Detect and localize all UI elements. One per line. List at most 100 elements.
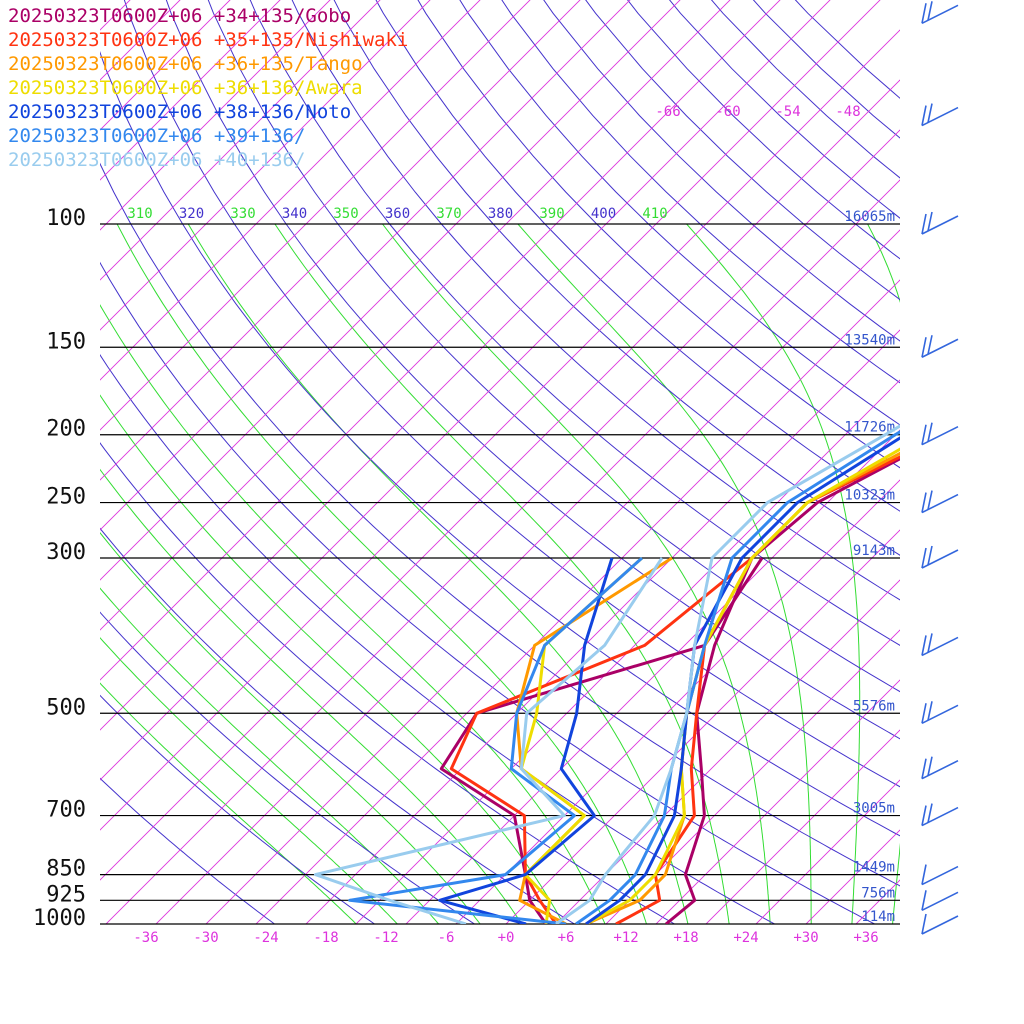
x-tick-label: -30: [193, 930, 218, 946]
x-tick-label: +0: [498, 930, 515, 946]
isotherm-line: [100, 0, 531, 431]
wind-barb-flag: [927, 1, 933, 21]
x-tick-label: +6: [558, 930, 575, 946]
height-label: 9143m: [853, 543, 895, 559]
wind-barb: [921, 891, 959, 912]
height-label: 114m: [861, 909, 895, 925]
isotherm-line: [655, 679, 900, 924]
legend-entry: 20250323T0600Z+06 +38+136/Noto: [8, 101, 351, 123]
moist-adiabat-line: [100, 532, 481, 924]
temperature-profile: [665, 457, 900, 924]
wind-barb: [921, 215, 959, 235]
wind-barb: [921, 493, 959, 514]
dry-adiabat-line: [100, 777, 276, 924]
wind-barb-flag: [921, 890, 927, 911]
height-label: 11726m: [844, 420, 895, 436]
wind-barb-flag: [921, 3, 927, 24]
theta-label: 400: [591, 206, 616, 222]
x-tick-label: +36: [853, 930, 878, 946]
axis-labels: 100 16065m 150 13540m 200 11726m 250 10323m 300 9…: [33, 104, 895, 946]
wind-barb-flag: [927, 335, 933, 355]
dry-adiabat-line: [333, 0, 900, 556]
dry-adiabat-line: [100, 51, 900, 837]
wind-barb-flag: [921, 337, 927, 358]
moist-adiabat-line: [382, 223, 771, 924]
theta-label: 370: [436, 206, 461, 222]
isotherm-line: [505, 529, 900, 924]
pressure-tick-label: 700: [46, 798, 86, 823]
moist-adiabat-line: [100, 304, 606, 924]
isotherm-line: [100, 0, 831, 731]
dry-adiabat-line: [123, 0, 900, 788]
wind-barb: [921, 4, 959, 24]
legend: 20250323T0600Z+06 +34+135/Gobo20250323T0…: [8, 5, 408, 171]
isotherm-line: [305, 329, 900, 924]
wind-barb-flag: [921, 492, 927, 513]
pressure-tick-label: 200: [46, 417, 86, 442]
isotherm-label: -60: [715, 104, 740, 120]
dry-adiabats: [100, 0, 900, 924]
dry-adiabat-line: [291, 0, 900, 601]
height-label: 3005m: [853, 801, 895, 817]
dry-adiabat-line: [585, 0, 900, 301]
pressure-tick-label: 925: [46, 882, 86, 907]
legend-entry: 20250323T0600Z+06 +35+135/Nishiwaki: [8, 29, 408, 51]
wind-barb-flag: [927, 633, 933, 653]
pressure-tick-label: 850: [46, 857, 86, 882]
dry-adiabat-line: [100, 442, 676, 924]
dry-adiabat-line: [100, 694, 376, 924]
isotherm-line: [100, 0, 231, 131]
moist-adiabats: [100, 223, 900, 924]
height-label: 1449m: [853, 860, 895, 876]
isotherm-line: [100, 79, 900, 881]
legend-entry: 20250323T0600Z+06 +36+136/Awara: [8, 77, 363, 99]
theta-label: 330: [230, 206, 255, 222]
isotherm-line: [100, 0, 281, 181]
sounding-series: [313, 424, 900, 924]
x-tick-label: -12: [373, 930, 398, 946]
theta-label: 310: [127, 206, 152, 222]
isotherm-line: [100, 0, 631, 531]
dry-adiabat-line: [375, 0, 900, 512]
dry-adiabat-line: [100, 354, 776, 924]
wind-barb-flag: [921, 635, 927, 656]
moist-adiabat-line: [116, 223, 648, 924]
dewpoint-profile: [438, 557, 614, 924]
temperature-profile: [555, 424, 900, 924]
wind-barb-flag: [927, 803, 933, 823]
isotherm-line: [100, 0, 881, 781]
wind-barb: [921, 865, 959, 886]
wind-barb: [921, 915, 959, 935]
wind-barb: [921, 426, 959, 446]
theta-label: 380: [488, 206, 513, 222]
dewpoint-profile: [519, 556, 644, 924]
isotherm-line: [605, 629, 900, 924]
wind-barb: [921, 704, 959, 724]
pressure-tick-label: 1000: [33, 906, 86, 931]
dewpoint-profile: [313, 557, 664, 924]
isotherm-line: [455, 479, 900, 924]
wind-barb-flag: [927, 701, 933, 721]
theta-label: 410: [642, 206, 667, 222]
wind-barb: [921, 806, 959, 827]
moist-adiabat-line: [517, 223, 812, 924]
moist-adiabat-line: [100, 468, 523, 924]
pressure-tick-label: 300: [46, 540, 86, 565]
dry-adiabat-line: [417, 0, 900, 469]
dry-adiabat-line: [710, 0, 900, 179]
legend-entry: 20250323T0600Z+06 +39+136/: [8, 125, 305, 147]
wind-barb-flag: [921, 703, 927, 724]
isotherm-line: [100, 0, 481, 381]
pressure-tick-label: 100: [46, 206, 86, 231]
isotherm-line: [100, 0, 181, 81]
isotherm-line: [891, 0, 1024, 939]
wind-barb-flag: [921, 864, 927, 885]
wind-barb-flag: [927, 490, 933, 510]
height-label: 10323m: [844, 488, 895, 504]
theta-label: 340: [282, 206, 307, 222]
theta-label: 390: [539, 206, 564, 222]
isotherm-line: [100, 0, 331, 231]
dry-adiabat-line: [794, 0, 900, 99]
isotherms: [100, 0, 1024, 939]
